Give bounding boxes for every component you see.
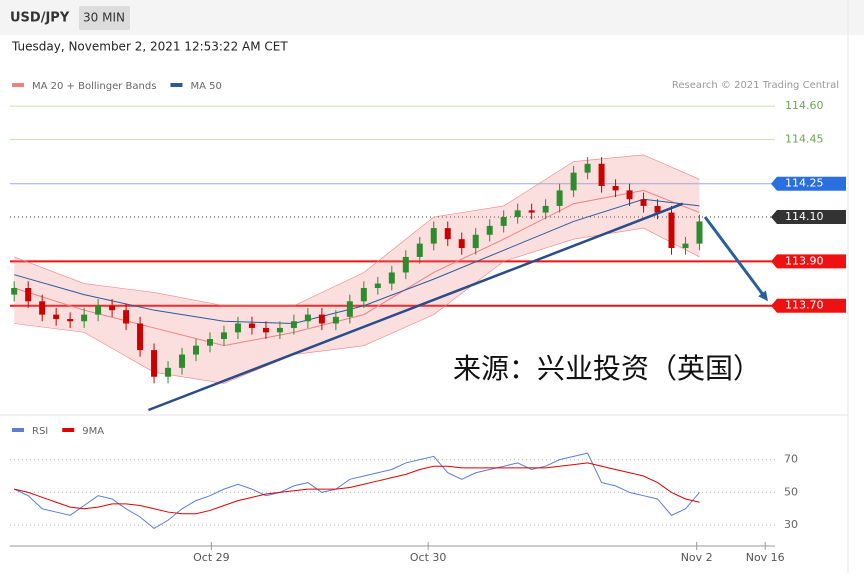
interval: 30 MIN [83,11,125,25]
legend-swatch [170,83,183,87]
candle-body [304,314,311,322]
level-box [777,254,846,269]
candle-body [25,287,32,302]
bollinger-band [14,154,700,384]
candle-body [179,354,186,368]
level-label: 114.25 [785,177,824,190]
level-pointer [771,210,777,225]
candle-body [654,205,661,213]
legend-label: MA 20 + Bollinger Bands [32,81,156,92]
candle-body [248,323,255,328]
level-label: 114.60 [785,99,824,112]
level-label: 113.90 [785,254,824,267]
y-tick-label: 30 [784,518,798,531]
candle-body [95,305,102,315]
candle-body [151,350,158,377]
legend-label: RSI [32,426,48,437]
candle-body [598,163,605,186]
candle-body [220,332,227,340]
level-pointer [771,298,777,313]
candle-body [500,217,507,226]
candle-body [346,301,353,317]
candle-body [542,205,549,213]
candle-body [318,314,325,324]
candle-body [39,301,46,315]
candle-body [374,283,381,288]
legend-label: MA 50 [190,81,221,92]
y-tick-label: 70 [784,453,798,466]
legend-swatch [12,428,24,432]
series-line [14,462,700,515]
candle-body [696,221,703,244]
candle-body [640,199,647,206]
candle-body [570,172,577,191]
trend-line [148,202,684,412]
level-pointer [771,176,777,191]
level-label: 113.70 [785,299,824,312]
x-tick-label: Oct 30 [410,551,447,564]
candle-body [528,210,535,213]
candle-body [290,321,297,328]
level-box [777,210,846,225]
level-label: 114.10 [785,210,824,223]
bollinger-middle [14,189,700,347]
x-tick-label: Nov 2 [681,551,713,564]
arrow-head [758,290,769,302]
candle-body [486,225,493,235]
candle-body [262,327,269,333]
candle-body [682,243,689,249]
header-bar [0,0,864,35]
candle-body [668,212,675,249]
candle-body [276,327,283,333]
candle-body [612,185,619,191]
candle-body [458,239,465,249]
candle-body [416,243,423,257]
candle-body [360,287,367,302]
x-tick-label: Nov 16 [746,551,785,564]
symbol: USD/JPY [10,11,70,26]
candle-body [472,234,479,249]
interval-box [79,6,130,30]
candle-body [193,345,200,355]
y-tick-label: 50 [784,485,798,498]
level-label: 114.45 [785,132,824,145]
candle-body [67,319,74,322]
source-annotation: 来源：兴业投资（英国） [453,352,761,385]
candle-body [626,190,633,200]
level-box [777,298,846,313]
candle-body [165,367,172,377]
candle-body [109,305,116,311]
candle-body [137,323,144,351]
candle-body [444,228,451,240]
legend-swatch [12,83,24,87]
x-tick-label: Oct 29 [193,551,230,564]
series-line [13,452,700,530]
candle-body [584,163,591,173]
timestamp: Tuesday, November 2, 2021 12:53:22 AM CE… [11,40,288,54]
candle-body [514,210,521,218]
candle-body [206,339,213,346]
bollinger-upper [14,154,700,307]
candle-body [123,310,130,324]
legend-label: 9MA [82,426,104,437]
candle-body [430,228,437,244]
candle-body [234,323,241,333]
projection-arrow [703,216,766,298]
candle-body [81,314,88,322]
candle-body [53,314,60,320]
candle-body [332,316,339,324]
candle-body [11,287,18,295]
candle-body [402,256,409,273]
level-box [777,176,846,191]
legend-swatch [62,428,75,432]
level-pointer [771,254,777,269]
credit: Research © 2021 Trading Central [672,80,839,91]
candle-body [556,190,563,206]
candle-body [388,272,395,284]
